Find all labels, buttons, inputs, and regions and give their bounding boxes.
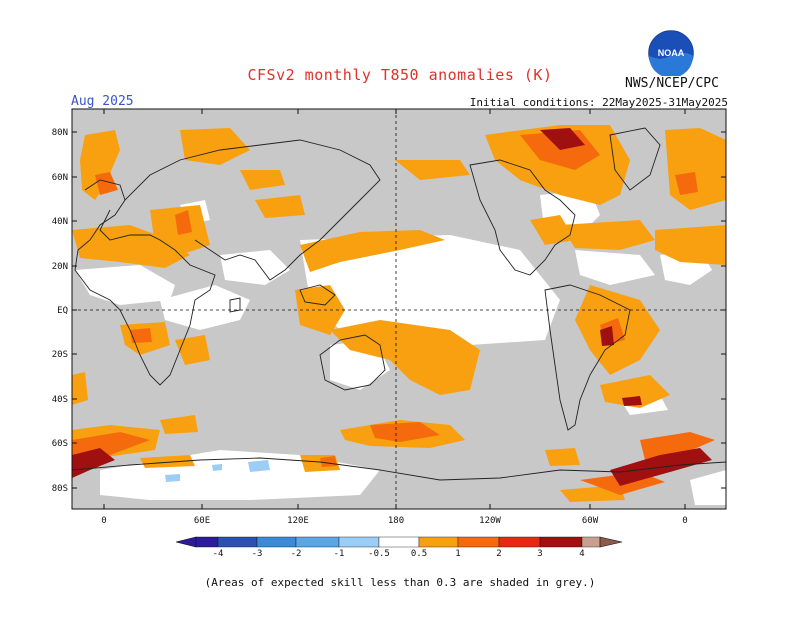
warm-anomaly-regions	[72, 125, 726, 502]
lat-label: 80S	[52, 484, 68, 494]
grid-lines	[72, 109, 726, 509]
colorbar-arrow-right	[599, 536, 623, 548]
colorbar-swatch	[457, 536, 500, 548]
coastlines	[72, 127, 726, 481]
map-frame	[71, 108, 727, 510]
colorbar-label: -0.5	[368, 549, 390, 559]
colorbar-label: -4	[213, 549, 224, 559]
lat-label: 20N	[52, 262, 68, 272]
colorbar-arrow-left	[175, 536, 197, 548]
lon-label: 0	[101, 516, 106, 526]
latitude-axis: 80N 60N 40N 20N EQ 20S 40S 60S 80S	[52, 128, 726, 494]
colorbar-label: 2	[496, 549, 501, 559]
colorbar-swatch	[195, 536, 219, 548]
cool-anomaly-regions	[165, 460, 270, 482]
colorbar-label: -2	[291, 549, 302, 559]
lon-label: 180	[388, 516, 404, 526]
lat-label: 80N	[52, 128, 68, 138]
colorbar-label: 3	[537, 549, 542, 559]
colorbar-swatch	[338, 536, 380, 548]
valid-month: Aug 2025	[71, 94, 134, 109]
lon-label: 60W	[582, 516, 599, 526]
colorbar-label: 0.5	[411, 549, 427, 559]
colorbar-swatch	[295, 536, 340, 548]
colorbar-swatch	[539, 536, 583, 548]
lat-label: 40S	[52, 395, 68, 405]
noaa-logo: NOAA	[648, 30, 694, 76]
lon-label: 60E	[194, 516, 210, 526]
colorbar-swatch	[378, 536, 420, 548]
colorbar-label: 1	[455, 549, 460, 559]
colorbar-swatch	[256, 536, 297, 548]
lat-label: 60N	[52, 173, 68, 183]
colorbar-swatch	[418, 536, 459, 548]
colorbar-swatch	[581, 536, 601, 548]
initial-conditions: Initial conditions: 22May2025-31May2025	[469, 96, 728, 109]
noaa-logo-text: NOAA	[658, 48, 685, 58]
lon-label: 0	[682, 516, 687, 526]
colorbar-label: -1	[334, 549, 345, 559]
longitude-axis: 0 60E 120E 180 120W 60W 0	[101, 109, 688, 526]
lat-label: 40N	[52, 217, 68, 227]
colorbar-label: -3	[252, 549, 263, 559]
colorbar-swatch	[217, 536, 258, 548]
agency-label: NWS/NCEP/CPC	[625, 76, 719, 91]
colorbar-swatch	[498, 536, 541, 548]
lat-label: EQ	[57, 306, 68, 316]
lon-label: 120E	[287, 516, 309, 526]
lat-label: 20S	[52, 350, 68, 360]
lat-label: 60S	[52, 439, 68, 449]
colorbar-label: 4	[579, 549, 584, 559]
lon-label: 120W	[479, 516, 501, 526]
footnote: (Areas of expected skill less than 0.3 a…	[204, 576, 596, 589]
chart-title: CFSv2 monthly T850 anomalies (K)	[247, 66, 553, 84]
